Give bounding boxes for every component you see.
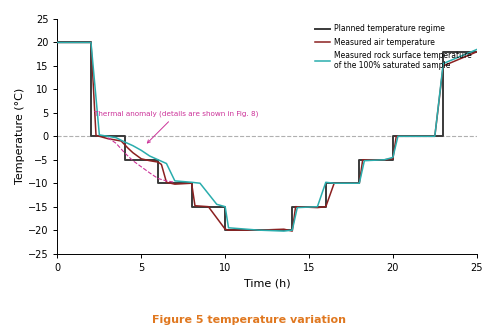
X-axis label: Time (h): Time (h) bbox=[244, 278, 290, 288]
Legend: Planned temperature regime, Measured air temperature, Measured rock surface temp: Planned temperature regime, Measured air… bbox=[312, 21, 475, 73]
Y-axis label: Temperature (°C): Temperature (°C) bbox=[15, 88, 25, 185]
Text: Figure 5 temperature variation: Figure 5 temperature variation bbox=[152, 315, 346, 325]
Text: Thermal anomaly (details are shown in Fig. 8): Thermal anomaly (details are shown in Fi… bbox=[94, 111, 258, 143]
